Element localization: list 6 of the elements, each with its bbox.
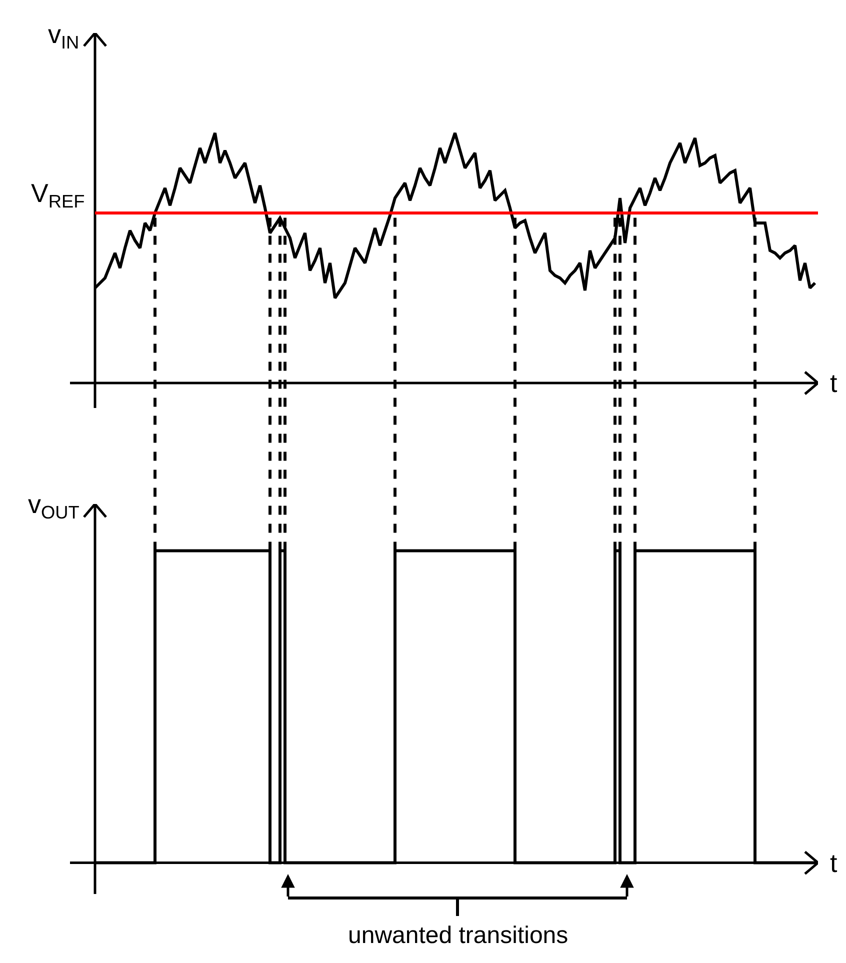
x-axis-title: t <box>830 368 838 398</box>
text: unwanted transitions <box>348 922 568 949</box>
x-axis-title: t <box>830 848 838 878</box>
y-axis-title: v$_{OUT}$ <box>28 489 80 522</box>
ref-line-label: V$_{REF}$ <box>31 178 85 212</box>
y-axis-title: v$_{IN}$ <box>48 19 80 52</box>
